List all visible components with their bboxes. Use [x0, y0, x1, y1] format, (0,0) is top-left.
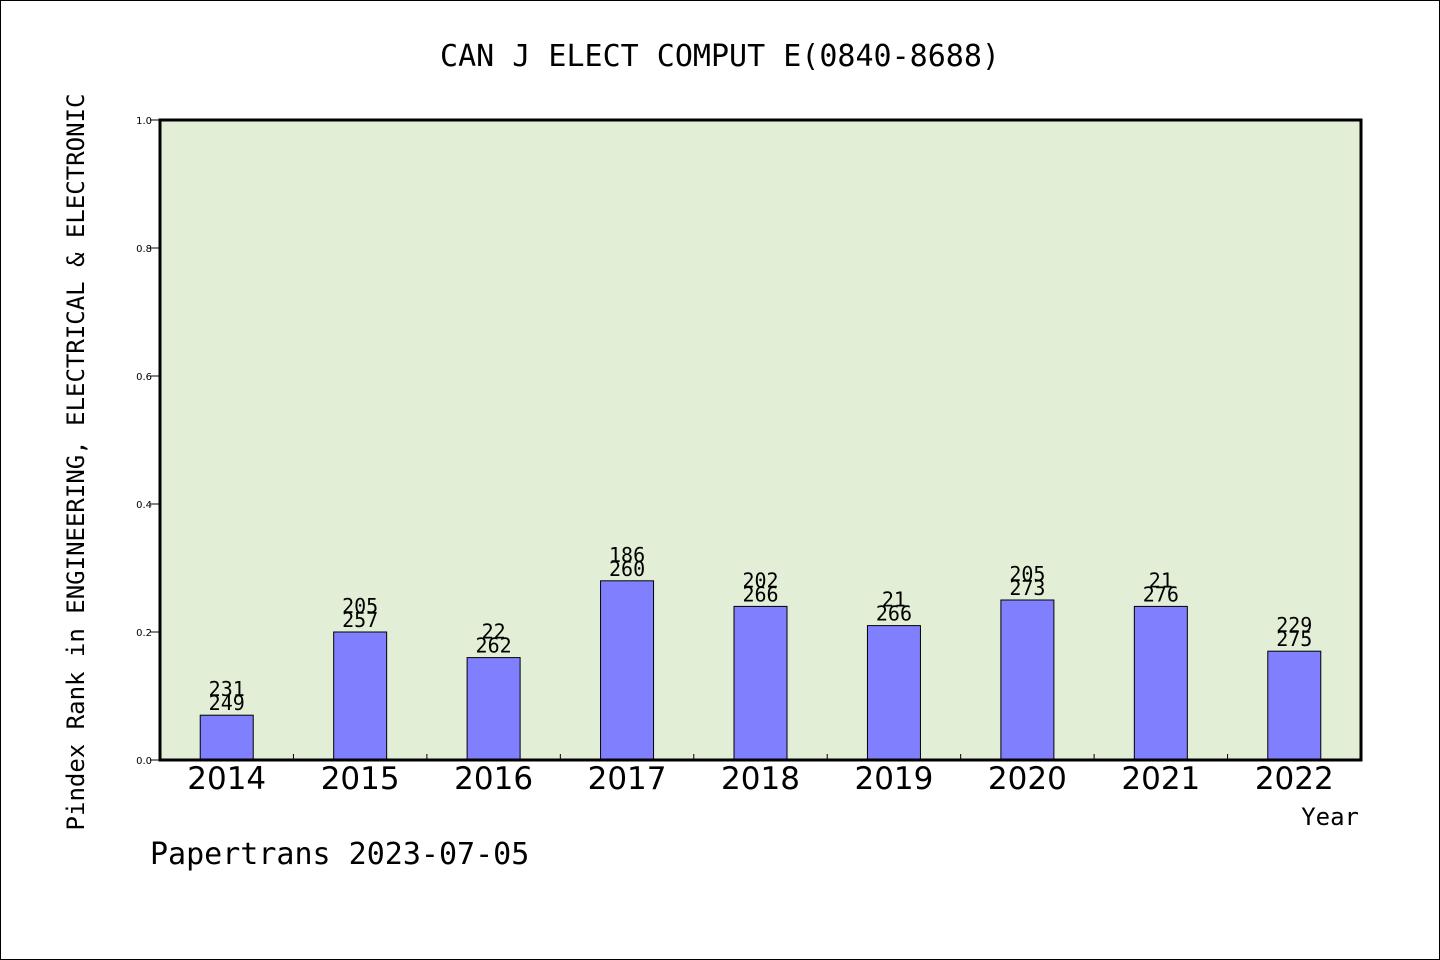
bar-2021 — [1133, 605, 1188, 761]
bar-total-label: 266 — [876, 602, 912, 626]
y-axis-label: Pindex Rank in ENGINEERING, ELECTRICAL &… — [62, 94, 90, 831]
x-tick-label: 2017 — [588, 761, 667, 797]
x-axis: 2014 2015 2016 2017 2018 2019 2020 2021 2022 — [187, 754, 1334, 797]
y-tick-label: 0.8 — [136, 244, 152, 255]
bar-rank-label: 205 — [342, 594, 378, 618]
bar-total-label: 249 — [209, 691, 245, 715]
x-tick-label: 2021 — [1121, 761, 1200, 797]
x-tick-label: 2019 — [854, 761, 933, 797]
bar-total-label: 276 — [1143, 582, 1179, 606]
y-tick-label: 0.4 — [136, 500, 152, 511]
x-tick-label: 2022 — [1255, 761, 1334, 797]
x-tick-label: 2018 — [721, 761, 800, 797]
bar-total-label: 273 — [1009, 576, 1045, 600]
bar-rank-label: 205 — [1009, 562, 1045, 586]
y-tick-label: 0.2 — [136, 628, 152, 639]
bar-rank-label: 229 — [1276, 613, 1312, 637]
y-tick-label: 0.6 — [136, 372, 152, 383]
bar-2020 — [1000, 599, 1055, 761]
bar-2016 — [466, 657, 521, 761]
bar-2022 — [1267, 650, 1322, 761]
bar-2019 — [866, 625, 921, 761]
bar-rank-label: 21 — [1149, 568, 1173, 592]
x-tick-label: 2014 — [187, 761, 266, 797]
x-tick-label: 2015 — [321, 761, 400, 797]
bars-group — [199, 580, 1322, 761]
bar-rank-label: 231 — [209, 677, 245, 701]
x-axis-label: Year — [1301, 803, 1359, 831]
chart-title: CAN J ELECT COMPUT E(0840-8688) — [440, 39, 1000, 74]
footer-note: Papertrans 2023-07-05 — [150, 837, 529, 872]
bar-total-label: 266 — [742, 582, 778, 606]
bar-2017 — [600, 580, 655, 761]
bar-rank-label: 22 — [482, 620, 506, 644]
x-tick-label: 2016 — [454, 761, 533, 797]
bar-total-label: 260 — [609, 557, 645, 581]
x-tick-label: 2020 — [988, 761, 1067, 797]
bar-rank-label: 202 — [742, 568, 778, 592]
bar-total-label: 262 — [476, 634, 512, 658]
bar-2018 — [733, 605, 788, 761]
bar-rank-label: 21 — [882, 588, 906, 612]
y-axis: 0.0 0.2 0.4 0.6 0.8 1.0 — [136, 116, 160, 767]
bar-2015 — [333, 631, 388, 761]
plot-border — [158, 118, 1363, 762]
bar-2014 — [199, 714, 254, 761]
bar-rank-label: 186 — [609, 543, 645, 567]
y-tick-label: 0.0 — [136, 756, 152, 767]
y-tick-label: 1.0 — [136, 116, 152, 127]
bar-total-label: 257 — [342, 608, 378, 632]
bar-total-label: 275 — [1276, 627, 1312, 651]
